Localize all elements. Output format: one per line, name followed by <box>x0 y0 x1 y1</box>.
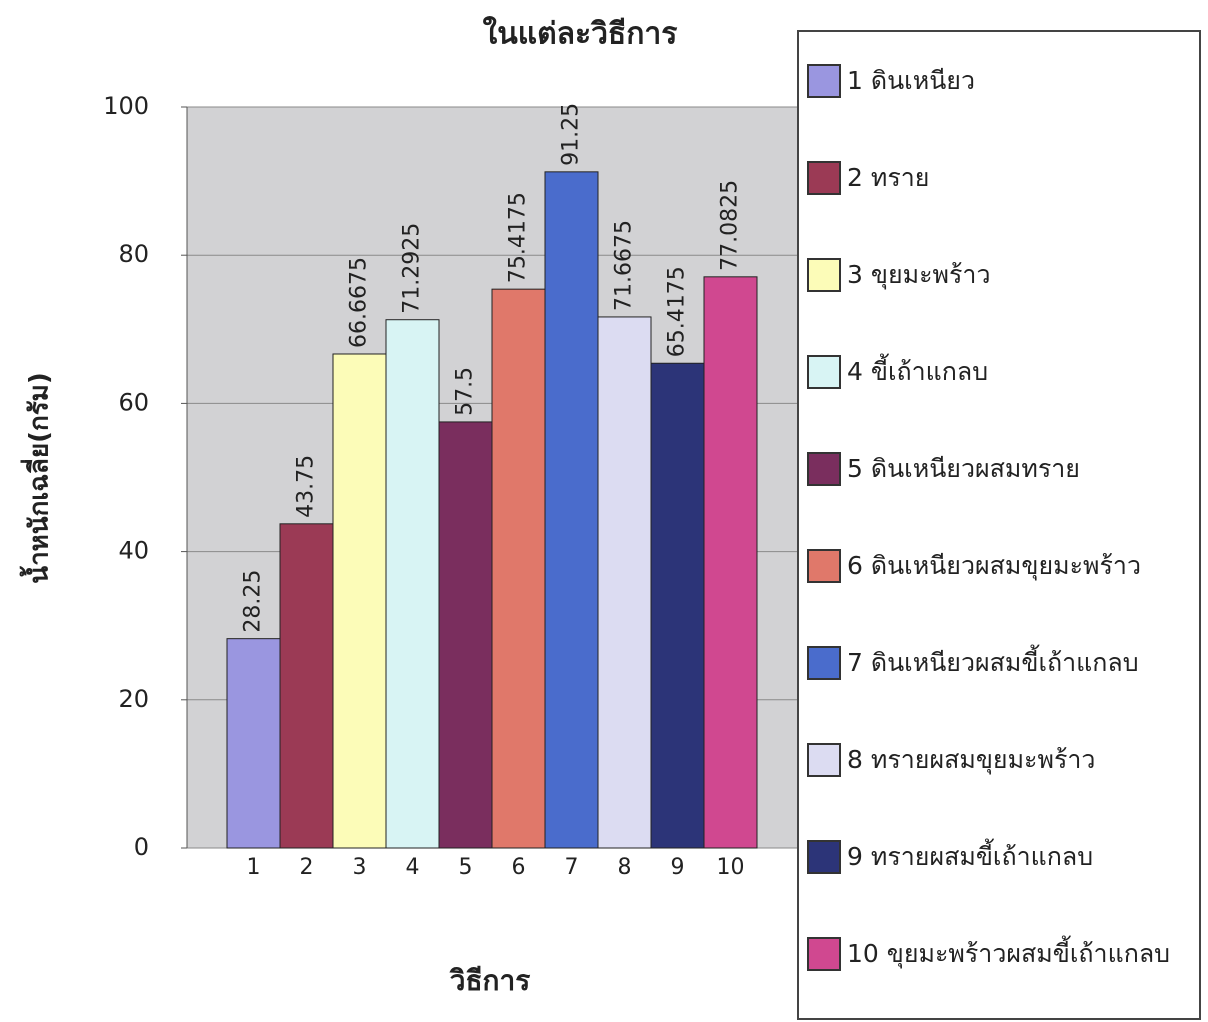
legend-label: 1 ดินเหนียว <box>847 66 975 95</box>
bar <box>385 319 440 849</box>
data-label: 66.6675 <box>347 257 372 348</box>
legend-item: 7 ดินเหนียวผสมขี้เถ้าแกลบ <box>807 644 1199 682</box>
bar <box>703 276 758 849</box>
bar <box>650 362 705 849</box>
y-tick-label: 40 <box>118 537 149 565</box>
legend-swatch <box>807 549 841 583</box>
legend-label: 3 ขุยมะพร้าว <box>847 260 991 289</box>
legend-label: 5 ดินเหนียวผสมทราย <box>847 454 1080 483</box>
legend-item: 2 ทราย <box>807 159 1199 197</box>
x-tick-label: 1 <box>247 855 261 880</box>
legend-swatch <box>807 937 841 971</box>
x-axis-label: วิธีการ <box>448 964 530 997</box>
data-label: 57.5 <box>453 367 478 416</box>
x-tick-label: 9 <box>671 855 685 880</box>
legend-swatch <box>807 452 841 486</box>
legend-item: 3 ขุยมะพร้าว <box>807 256 1199 294</box>
legend-item: 8 ทรายผสมขุยมะพร้าว <box>807 741 1199 779</box>
y-tick-label: 20 <box>118 685 149 713</box>
bar <box>332 353 387 849</box>
legend-item: 5 ดินเหนียวผสมทราย <box>807 450 1199 488</box>
y-tick-label: 80 <box>118 240 149 268</box>
legend-swatch <box>807 840 841 874</box>
legend-item: 10 ขุยมะพร้าวผสมขี้เถ้าแกลบ <box>807 935 1199 973</box>
legend-item: 6 ดินเหนียวผสมขุยมะพร้าว <box>807 547 1199 585</box>
data-label: 91.25 <box>559 103 584 166</box>
y-axis-label: น้ำหนักเฉลี่ย(กรัม) <box>19 372 55 583</box>
legend-label: 10 ขุยมะพร้าวผสมขี้เถ้าแกลบ <box>847 939 1171 968</box>
x-tick-label: 5 <box>459 855 473 880</box>
legend-swatch <box>807 64 841 98</box>
legend-item: 1 ดินเหนียว <box>807 62 1199 100</box>
legend-item: 9 ทรายผสมขี้เถ้าแกลบ <box>807 838 1199 876</box>
data-label: 77.0825 <box>718 180 743 271</box>
y-tick-label: 0 <box>134 833 149 861</box>
bar <box>279 523 334 849</box>
legend-item: 4 ขี้เถ้าแกลบ <box>807 353 1199 391</box>
data-label: 28.25 <box>241 570 266 633</box>
x-tick-label: 4 <box>406 855 420 880</box>
x-tick-label: 8 <box>618 855 632 880</box>
legend-label: 2 ทราย <box>847 163 930 192</box>
y-tick-label: 100 <box>103 92 149 120</box>
legend-swatch <box>807 646 841 680</box>
data-label: 65.4175 <box>665 266 690 357</box>
bar <box>544 171 599 849</box>
legend-swatch <box>807 161 841 195</box>
x-tick-label: 2 <box>300 855 314 880</box>
legend-label: 7 ดินเหนียวผสมขี้เถ้าแกลบ <box>847 648 1139 677</box>
legend-label: 8 ทรายผสมขุยมะพร้าว <box>847 745 1096 774</box>
data-label: 75.4175 <box>506 192 531 283</box>
legend-label: 9 ทรายผสมขี้เถ้าแกลบ <box>847 842 1094 871</box>
chart-title: ในแต่ละวิธีการ <box>483 16 678 52</box>
x-tick-label: 3 <box>353 855 367 880</box>
bar <box>597 316 652 849</box>
x-tick-label: 10 <box>717 855 745 880</box>
legend-label: 4 ขี้เถ้าแกลบ <box>847 357 989 386</box>
x-tick-label: 7 <box>565 855 579 880</box>
bar <box>491 288 546 849</box>
data-label: 71.6675 <box>612 220 637 311</box>
data-label: 71.2925 <box>400 223 425 314</box>
legend-label: 6 ดินเหนียวผสมขุยมะพร้าว <box>847 551 1141 580</box>
bar <box>226 638 281 849</box>
legend-swatch <box>807 258 841 292</box>
x-tick-label: 6 <box>512 855 526 880</box>
data-label: 43.75 <box>294 455 319 518</box>
legend: 1 ดินเหนียว 2 ทราย 3 ขุยมะพร้าว 4 ขี้เถ้าแก… <box>797 30 1201 1020</box>
legend-swatch <box>807 355 841 389</box>
bar <box>438 421 493 849</box>
y-tick-label: 60 <box>118 388 149 416</box>
legend-swatch <box>807 743 841 777</box>
